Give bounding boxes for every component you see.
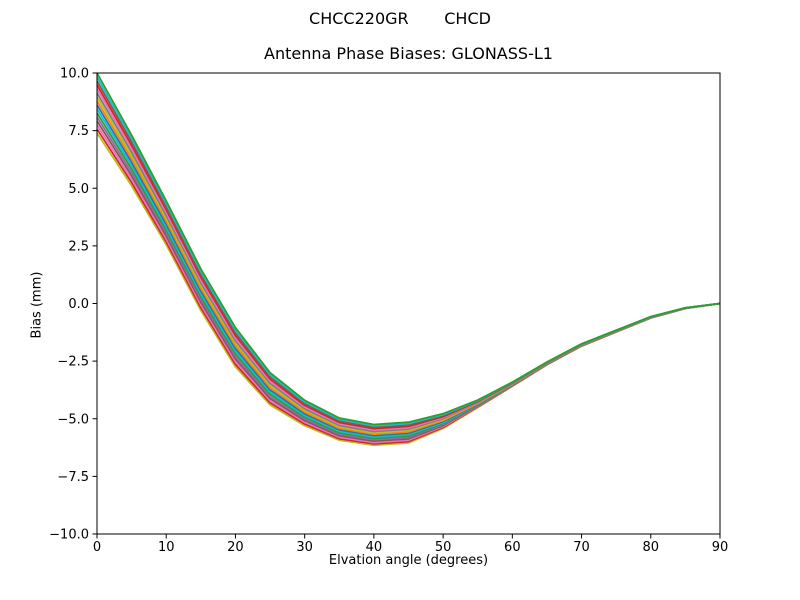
x-tick-label: 20 [227,540,244,555]
y-tick-label: −10.0 [49,528,89,543]
y-tick-label: 7.5 [68,124,89,139]
x-tick-label: 70 [573,540,590,555]
y-tick-label: −2.5 [57,355,89,370]
y-tick-label: 2.5 [68,239,89,254]
x-tick-label: 60 [504,540,521,555]
y-tick-label: −7.5 [57,470,89,485]
bias-curve [96,100,721,436]
bias-curve [96,92,721,433]
x-tick-label: 80 [643,540,660,555]
bias-curve [96,72,721,426]
y-tick-label: 10.0 [60,67,89,82]
chart-title: Antenna Phase Biases: GLONASS-L1 [264,44,553,63]
bias-curve [96,80,721,429]
y-tick-label: −5.0 [57,412,89,427]
x-axis-label: Elvation angle (degrees) [328,553,489,568]
plot-border [96,72,721,535]
x-tick-label: 0 [93,540,101,555]
x-tick-label: 30 [296,540,313,555]
x-tick-label: 90 [712,540,729,555]
bias-curve [96,96,721,434]
y-tick-label: 5.0 [68,182,89,197]
x-tick-label: 10 [158,540,175,555]
y-axis-label: Bias (mm) [29,271,45,339]
x-tick-label: 40 [366,540,383,555]
figure-suptitle: CHCC220GR CHCD [309,9,491,28]
bias-curve [96,104,721,437]
y-tick-label: 0.0 [68,297,89,312]
bias-curve [96,84,721,430]
bias-curve [96,76,721,427]
x-tick-label: 50 [435,540,452,555]
bias-curve [96,88,721,431]
